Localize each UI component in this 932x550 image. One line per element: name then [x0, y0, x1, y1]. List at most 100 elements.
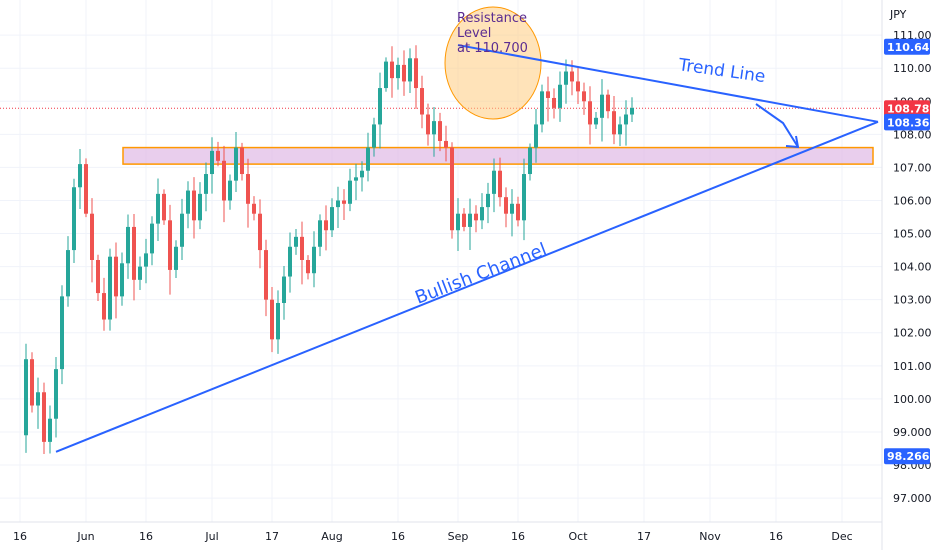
candle-down: [246, 174, 250, 204]
trend-line-label: Trend Line: [676, 55, 766, 87]
time-tick: 17: [265, 530, 279, 543]
candle-up: [36, 392, 40, 406]
candle-up: [48, 418, 52, 442]
candle-up: [600, 94, 604, 118]
time-tick: Jun: [76, 530, 94, 543]
forecast-arrow-head: [785, 135, 800, 149]
candle-down: [462, 213, 466, 227]
candle-up: [456, 213, 460, 231]
candle-down: [504, 197, 508, 214]
candle-up: [72, 187, 76, 251]
candle-up: [318, 220, 322, 247]
candle-down: [114, 256, 118, 297]
candle-up: [558, 84, 562, 108]
candle-down: [438, 121, 442, 141]
candle-up: [336, 200, 340, 208]
price-label-bg: [884, 448, 930, 465]
price-tick: 100.000: [893, 393, 932, 406]
candle-down: [102, 293, 106, 320]
candle-down: [570, 71, 574, 82]
time-axis[interactable]: 16 Jun 16 Jul 17 Aug 16 Sep 16 Oct 17 Nov 16 Dec: [0, 521, 882, 543]
time-tick: Nov: [699, 530, 721, 543]
candle-down: [420, 88, 424, 115]
candle-down: [576, 81, 580, 92]
candle-up: [60, 296, 64, 370]
candle-up: [276, 302, 280, 340]
forecast-arrow-path: [755, 103, 799, 148]
candle-down: [582, 91, 586, 102]
price-label: 108.362: [887, 116, 932, 129]
candle-down: [192, 190, 196, 221]
price-tick: 103.000: [893, 294, 932, 307]
candle-down: [240, 147, 244, 175]
time-tick: 16: [511, 530, 525, 543]
candle-down: [342, 200, 346, 204]
price-label: 98.266: [887, 450, 930, 463]
currency-label: JPY: [889, 8, 907, 21]
candle-down: [270, 299, 274, 340]
resistance-highlight: [444, 6, 542, 120]
candle-down: [414, 58, 418, 89]
price-tick: 101.000: [893, 360, 932, 373]
candle-down: [612, 111, 616, 135]
candle-up: [180, 213, 184, 247]
bullish-channel-label: Bullish Channel: [412, 239, 549, 308]
candle-up: [174, 246, 178, 270]
candle-down: [444, 140, 448, 148]
time-tick: Sep: [448, 530, 469, 543]
price-tick: 108.000: [893, 128, 932, 141]
candle-up: [486, 193, 490, 208]
candle-up: [522, 174, 526, 221]
candle-up: [150, 223, 154, 254]
resistance-zone-rect: [122, 146, 874, 165]
price-label-bg: [884, 114, 930, 131]
candle-down: [168, 220, 172, 270]
candle-down: [426, 114, 430, 135]
candle-up: [360, 170, 364, 178]
candle-up: [204, 174, 208, 194]
candle-down: [306, 260, 310, 274]
resistance-circle: [444, 6, 542, 120]
candle-up: [366, 147, 370, 171]
candle-down: [84, 164, 88, 214]
candle-up: [396, 64, 400, 79]
time-tick: 16: [769, 530, 783, 543]
candle-up: [378, 88, 382, 125]
candle-up: [510, 203, 514, 214]
candle-up: [54, 369, 58, 419]
candle-up: [282, 276, 286, 303]
price-tick: 99.000: [893, 426, 932, 439]
candle-up: [312, 246, 316, 274]
price-tick: 110.000: [893, 62, 932, 75]
candle-up: [432, 121, 436, 135]
bullish-channel-line: [55, 120, 879, 453]
trend-lines: [55, 44, 879, 453]
candle-down: [42, 392, 46, 442]
candle-down: [96, 260, 100, 294]
price-label-bg: [884, 38, 930, 55]
candle-down: [252, 203, 256, 214]
candle-up: [564, 71, 568, 85]
candle-down: [474, 213, 478, 221]
candle-down: [606, 94, 610, 112]
candle-up: [210, 150, 214, 175]
candle-up: [78, 164, 82, 188]
price-axis[interactable]: JPY111.000110.000109.000108.000107.00010…: [881, 0, 932, 550]
candle-up: [534, 124, 538, 148]
price-tick: 107.000: [893, 161, 932, 174]
candle-up: [138, 266, 142, 280]
candle-up: [228, 180, 232, 201]
candle-down: [30, 359, 34, 406]
candle-up: [480, 207, 484, 221]
candle-up: [156, 193, 160, 224]
time-tick: Oct: [568, 530, 588, 543]
candle-down: [450, 147, 454, 231]
candle-up: [630, 107, 634, 115]
price-tick: 106.000: [893, 194, 932, 207]
price-tick: 104.000: [893, 261, 932, 274]
candles: [24, 45, 634, 455]
candle-down: [546, 91, 550, 98]
candle-up: [348, 180, 352, 204]
